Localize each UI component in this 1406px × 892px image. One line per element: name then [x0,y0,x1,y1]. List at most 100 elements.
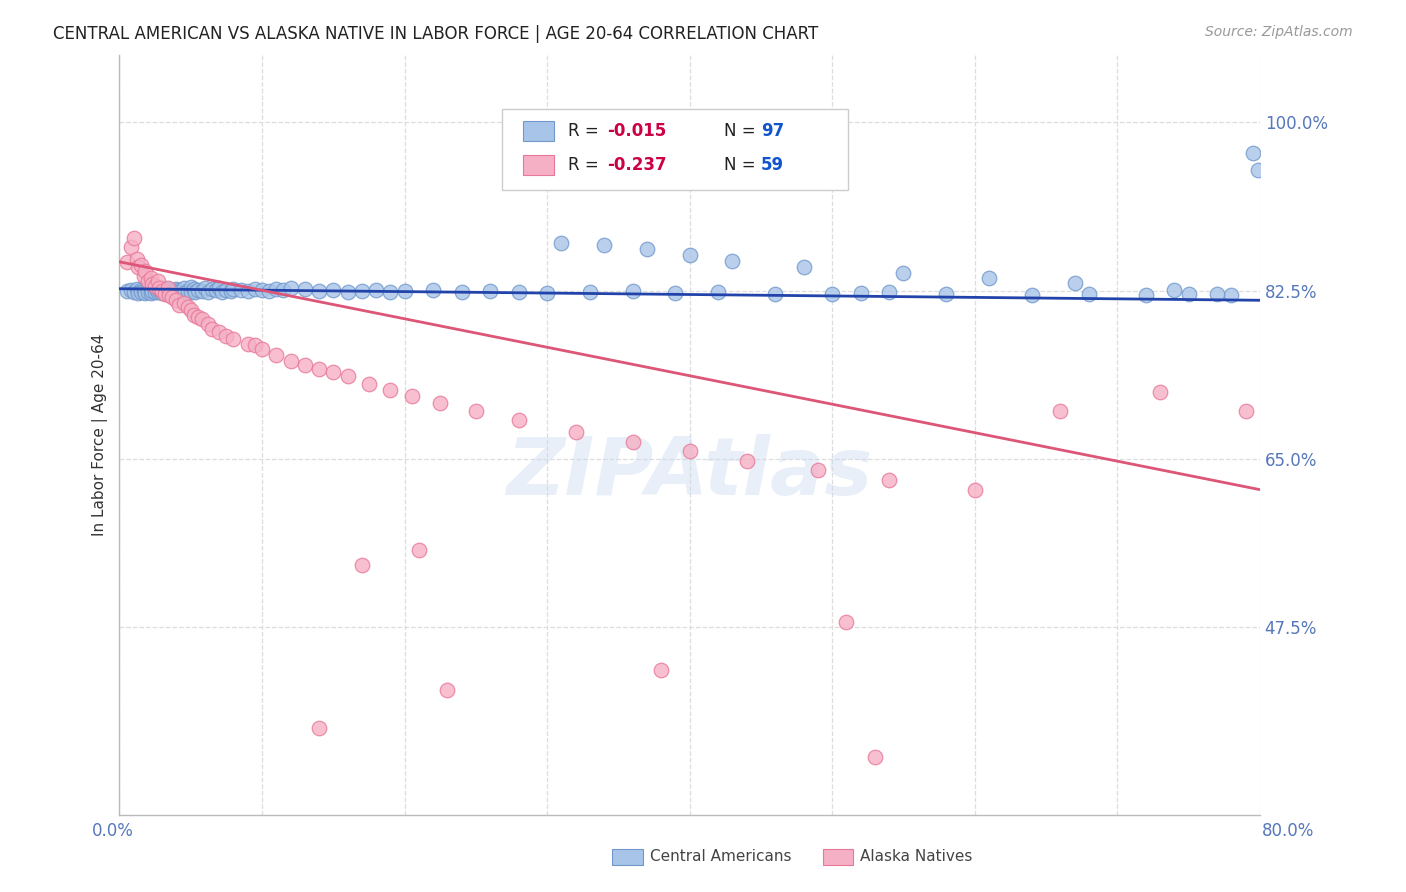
Point [173,285,195,300]
Text: ZIPAtlas: ZIPAtlas [506,434,873,512]
Point [636,243,658,257]
Point [1163,283,1185,297]
Point [191,312,214,326]
Point [132,284,155,298]
Point [849,285,872,300]
Point [150,281,173,295]
Point [194,281,217,295]
Point [350,284,373,298]
Point [169,298,191,312]
Point [201,282,224,296]
Point [183,308,205,322]
Point [173,296,195,310]
Point [187,283,209,297]
Point [380,383,402,397]
Text: N =: N = [724,122,761,140]
Point [464,404,486,418]
Point [707,285,730,299]
Point [222,282,245,296]
Point [141,277,163,291]
Point [735,454,758,468]
Point [215,283,238,297]
Point [893,266,915,280]
Point [564,425,586,439]
Point [536,285,558,300]
Point [1220,287,1243,301]
Point [1077,286,1099,301]
Point [821,286,844,301]
Point [201,322,224,336]
Point [208,281,231,295]
Text: 97: 97 [761,122,785,140]
Point [162,284,184,298]
Point [650,664,672,678]
Point [1234,404,1257,418]
Point [1241,146,1264,161]
Point [380,285,402,299]
Point [129,258,152,272]
Point [508,413,530,427]
Point [153,286,176,301]
Point [793,260,815,274]
Point [197,318,219,332]
Text: Alaska Natives: Alaska Natives [860,849,973,863]
Text: N =: N = [724,156,761,174]
Point [394,284,416,298]
Point [215,328,238,343]
Point [401,389,423,403]
Point [150,285,173,300]
Point [155,284,177,298]
Point [177,300,200,314]
Point [156,281,179,295]
Point [679,248,702,262]
Point [211,285,233,299]
Point [450,285,472,299]
Point [1177,286,1199,301]
Point [134,264,156,278]
Point [308,284,330,298]
Point [146,285,169,299]
Point [166,293,188,308]
Point [143,285,166,299]
Point [157,285,180,300]
Point [229,283,252,297]
Point [721,253,744,268]
Point [243,338,266,352]
Point [1149,384,1171,399]
Point [136,282,159,296]
Y-axis label: In Labor Force | Age 20-64: In Labor Force | Age 20-64 [93,334,108,536]
Point [208,325,231,339]
Point [148,283,170,297]
Point [184,285,207,299]
Point [180,302,202,317]
Point [863,750,886,764]
Point [364,283,387,297]
Text: CENTRAL AMERICAN VS ALASKA NATIVE IN LABOR FORCE | AGE 20-64 CORRELATION CHART: CENTRAL AMERICAN VS ALASKA NATIVE IN LAB… [53,25,818,43]
Point [322,283,344,297]
Point [807,463,830,477]
Point [120,240,142,254]
Point [357,376,380,391]
Point [183,282,205,296]
Point [129,283,152,297]
Point [877,473,900,487]
Point [408,543,430,558]
Point [877,285,900,299]
Point [1063,276,1085,290]
Point [273,283,295,297]
Point [294,282,316,296]
Point [236,284,259,298]
Text: R =: R = [568,122,605,140]
Point [115,284,138,298]
Point [1247,162,1270,177]
Point [935,286,957,301]
Point [125,282,148,296]
Point [322,365,344,379]
Point [422,283,444,297]
Point [264,282,287,296]
Text: -0.237: -0.237 [607,156,666,174]
Point [280,281,302,295]
Point [145,283,167,297]
Point [122,231,145,245]
Point [191,284,214,298]
